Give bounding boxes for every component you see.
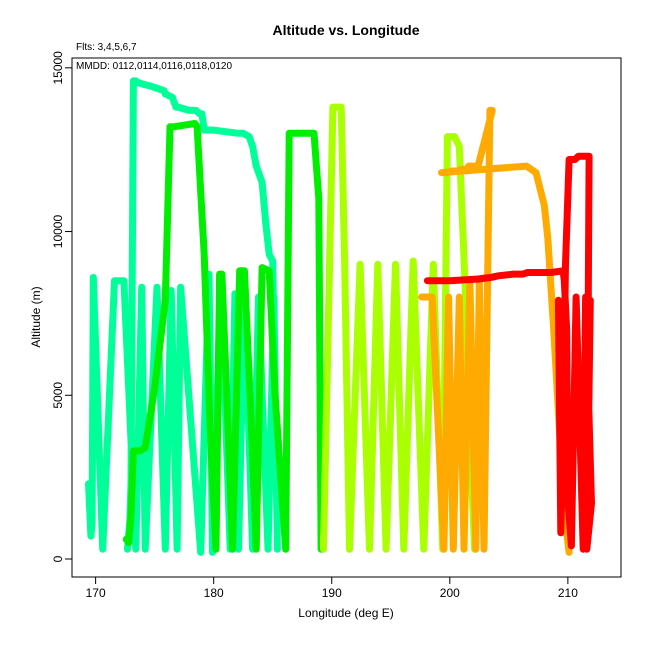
y-tick-label: 10000 — [51, 215, 65, 249]
series-line-1 — [85, 77, 281, 556]
x-tick-label: 210 — [558, 586, 578, 600]
y-axis: 0 5000 10000 15000 — [51, 51, 72, 562]
x-tick-label: 200 — [440, 586, 460, 600]
y-tick-label: 5000 — [51, 382, 65, 409]
series-layer — [85, 77, 595, 556]
x-axis-label: Longitude (deg E) — [298, 606, 393, 620]
chart-title: Altitude vs. Longitude — [273, 22, 420, 38]
series-line-5 — [423, 152, 595, 553]
x-tick-label: 190 — [322, 586, 342, 600]
series-line-4 — [418, 106, 573, 556]
y-axis-label: Altitude (m) — [29, 286, 43, 347]
plot-frame — [71, 57, 622, 578]
y-tick-label: 15000 — [51, 51, 65, 85]
x-axis: 170 180 190 200 210 — [86, 577, 578, 600]
series-line-3 — [320, 103, 479, 553]
x-tick-label: 180 — [204, 586, 224, 600]
series-line-2 — [122, 120, 325, 553]
flights-annotation: Flts: 3,4,5,6,7 — [76, 42, 137, 53]
dates-annotation: MMDD: 0112,0114,0116,0118,0120 — [76, 61, 232, 72]
x-tick-label: 170 — [86, 586, 106, 600]
y-tick-label: 0 — [51, 555, 65, 562]
